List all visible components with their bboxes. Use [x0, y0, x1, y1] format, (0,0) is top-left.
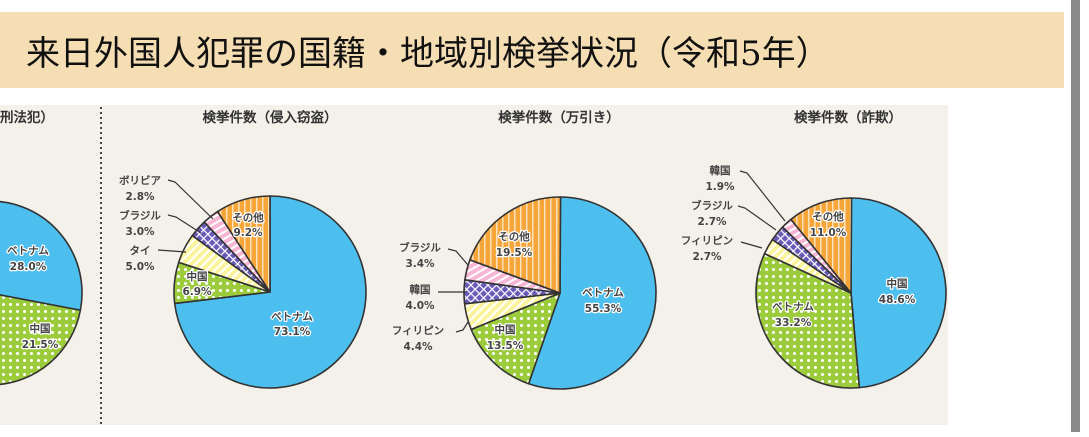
- label-value: 48.6%: [879, 294, 916, 306]
- label-name: ボリビア: [119, 174, 161, 187]
- chart-title-4: 検挙件数（詐欺）: [794, 109, 902, 126]
- label-name: 韓国: [410, 283, 431, 296]
- label-value: 33.2%: [775, 317, 812, 329]
- pie-slice: [0, 200, 83, 312]
- label-name: ベトナム: [582, 287, 624, 299]
- label-value: 6.9%: [182, 286, 212, 298]
- label-value: 4.4%: [403, 341, 433, 353]
- chart-title-1: 刑法犯）: [0, 109, 54, 126]
- pie-slice: [469, 196, 562, 294]
- label-value: 19.5%: [496, 247, 533, 259]
- pie-slice: [216, 195, 271, 293]
- label-value: 1.9%: [705, 181, 735, 193]
- page-title: 来日外国人犯罪の国籍・地域別検挙状況（令和5年）: [26, 34, 830, 74]
- label-name: 中国: [495, 323, 516, 336]
- label-name: ベトナム: [271, 311, 313, 323]
- label-value: 73.1%: [274, 326, 311, 338]
- label-value: 4.0%: [405, 300, 435, 312]
- chart-title-3: 検挙件数（万引き）: [498, 109, 620, 126]
- chart-title-2: 検挙件数（侵入窃盗）: [203, 109, 338, 126]
- label-name: その他: [812, 210, 844, 223]
- label-value: 9.2%: [233, 227, 263, 239]
- label-name: 中国: [187, 270, 208, 283]
- label-name: フィリピン: [392, 325, 444, 337]
- title-banner: 来日外国人犯罪の国籍・地域別検挙状況（令和5年）: [0, 12, 1064, 88]
- pie-slice: [850, 197, 947, 389]
- label-name: ブラジル: [691, 199, 733, 212]
- label-value: 2.7%: [697, 216, 727, 228]
- label-value: 5.0%: [125, 261, 155, 273]
- pie-slice: [0, 294, 82, 386]
- label-value: 2.7%: [692, 251, 722, 263]
- pie-slice: [470, 292, 561, 385]
- label-name: 韓国: [710, 164, 731, 177]
- label-name: 中国: [887, 277, 908, 290]
- pie-slice: [755, 252, 861, 389]
- label-value: 3.4%: [405, 258, 435, 270]
- label-value: 21.5%: [22, 339, 59, 351]
- label-value: 28.0%: [10, 261, 47, 273]
- label-name: 中国: [30, 322, 51, 335]
- scrollbar[interactable]: [1071, 0, 1080, 432]
- label-value: 55.3%: [585, 303, 622, 315]
- leader-lines: [157, 170, 786, 333]
- label-value: 3.0%: [125, 226, 155, 238]
- label-name: ベトナム: [772, 301, 814, 313]
- label-value: 2.8%: [125, 191, 155, 203]
- label-name: その他: [498, 230, 530, 243]
- label-name: フィリピン: [681, 235, 733, 247]
- pie-slice: [790, 197, 853, 294]
- label-name: その他: [232, 211, 264, 224]
- label-name: ブラジル: [119, 209, 161, 222]
- label-name: タイ: [130, 245, 151, 257]
- label-name: ブラジル: [399, 241, 441, 254]
- label-name: ベトナム: [7, 245, 49, 257]
- label-value: 13.5%: [487, 340, 524, 352]
- label-value: 11.0%: [810, 227, 847, 239]
